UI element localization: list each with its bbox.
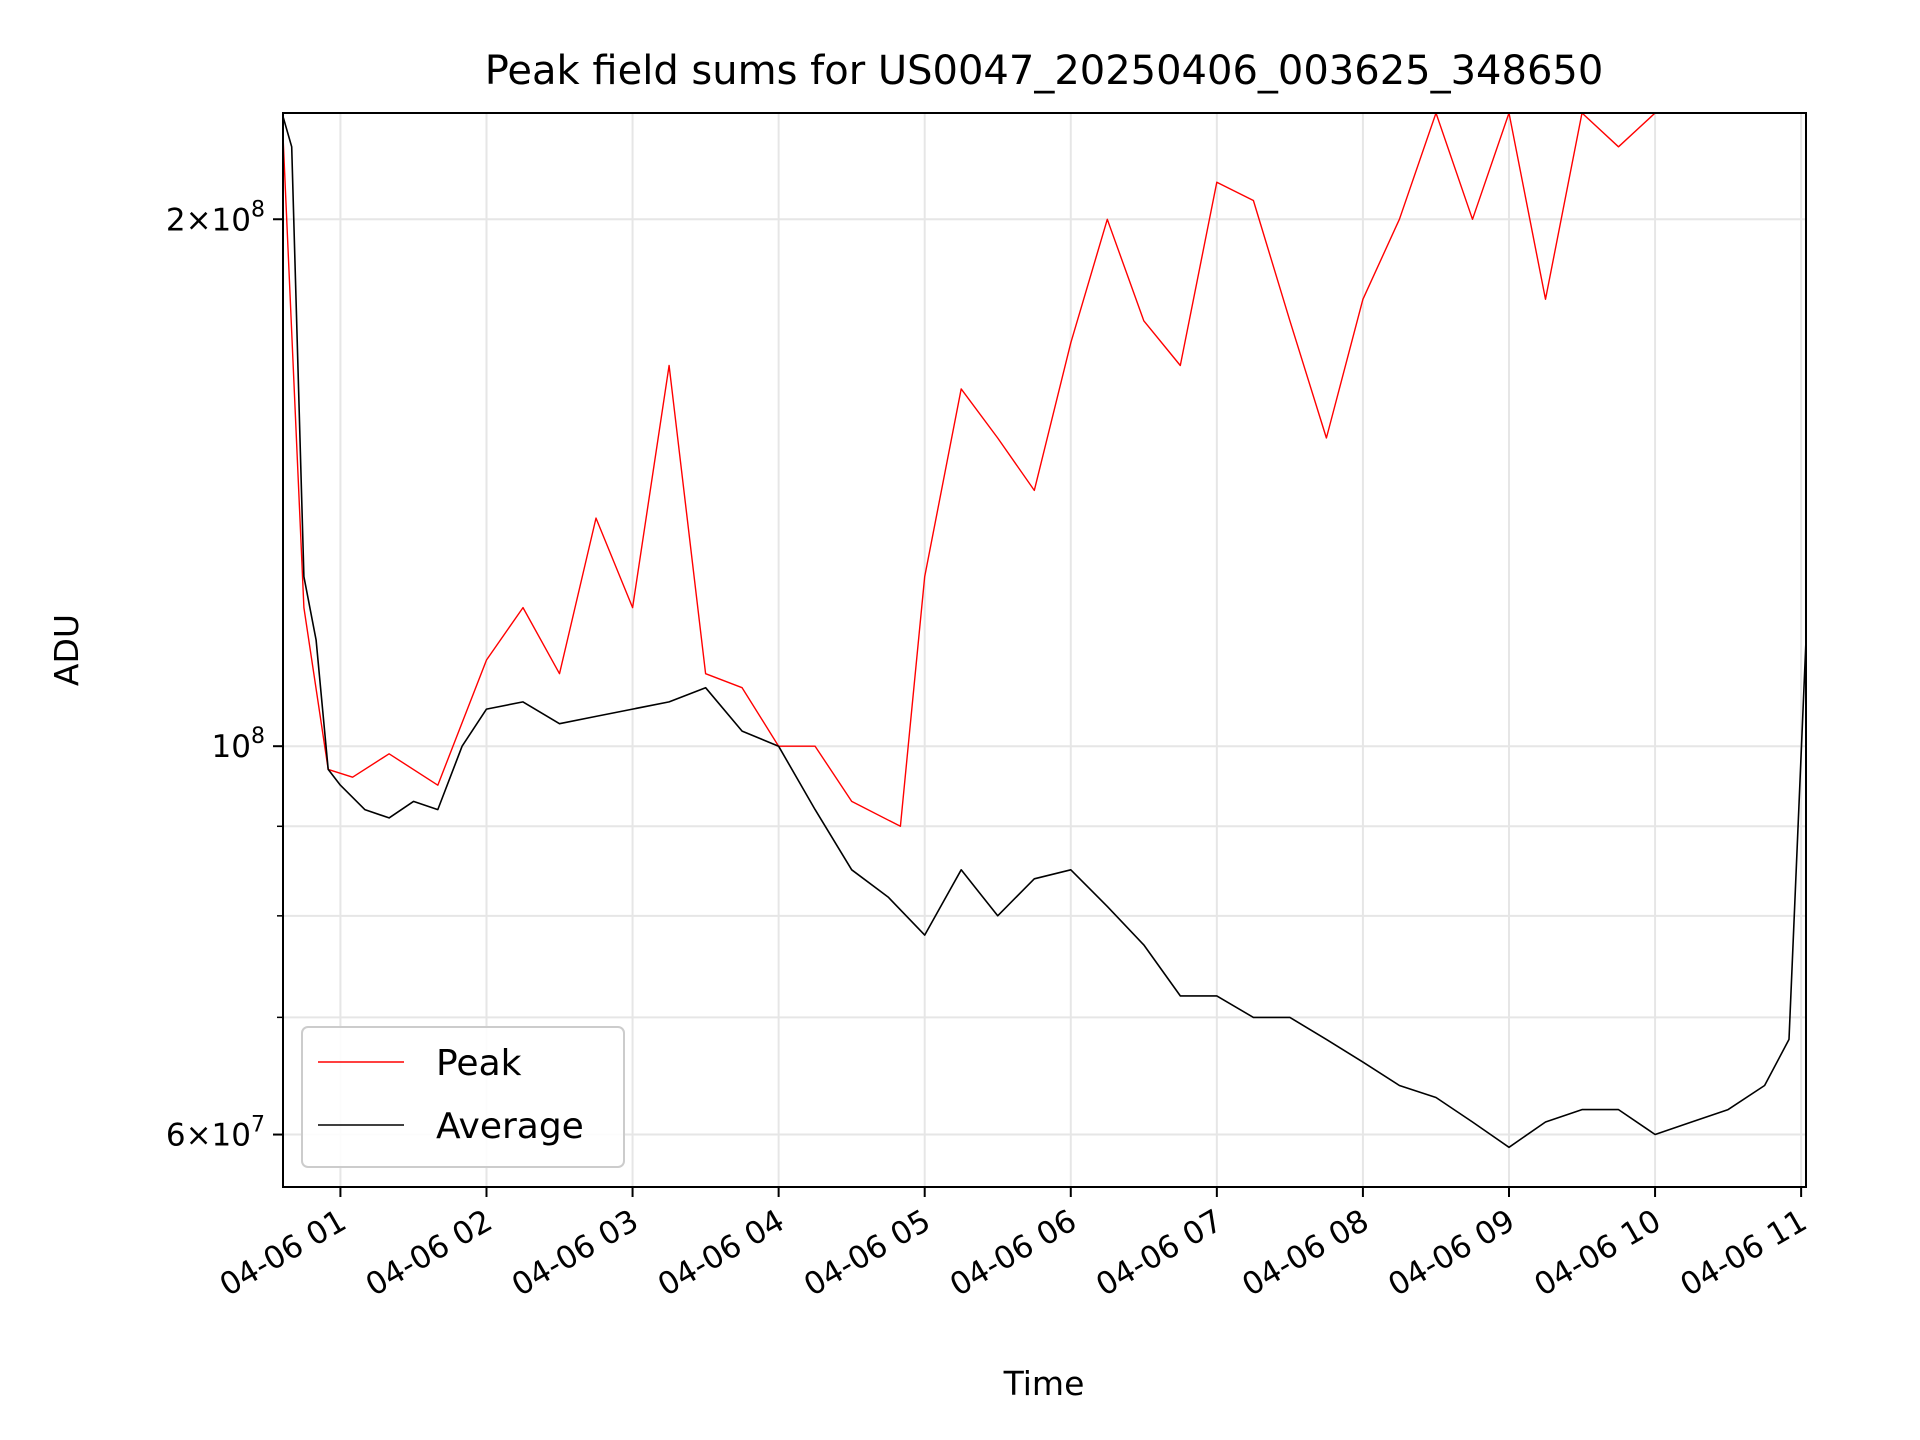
plot-frame xyxy=(282,112,1807,1188)
plot-area xyxy=(283,113,1806,1187)
grid xyxy=(283,113,1806,1187)
x-axis-label: Time xyxy=(1003,1364,1085,1403)
chart-title: Peak field sums for US0047_20250406_0036… xyxy=(485,48,1604,94)
series-line-average xyxy=(283,113,1806,1149)
legend-label-peak: Peak xyxy=(436,1043,522,1084)
legend: Peak Average xyxy=(301,1026,625,1168)
y-axis: 6×107 108 2×108 xyxy=(166,197,283,1154)
y-tick-label: 2×108 xyxy=(166,197,265,238)
y-tick-label: 108 xyxy=(212,724,265,765)
y-axis-label: ADU xyxy=(47,614,86,686)
series-layer xyxy=(283,113,1806,1149)
y-tick-label: 6×107 xyxy=(166,1113,265,1154)
legend-label-average: Average xyxy=(436,1106,584,1147)
series-line-peak xyxy=(283,113,1802,827)
